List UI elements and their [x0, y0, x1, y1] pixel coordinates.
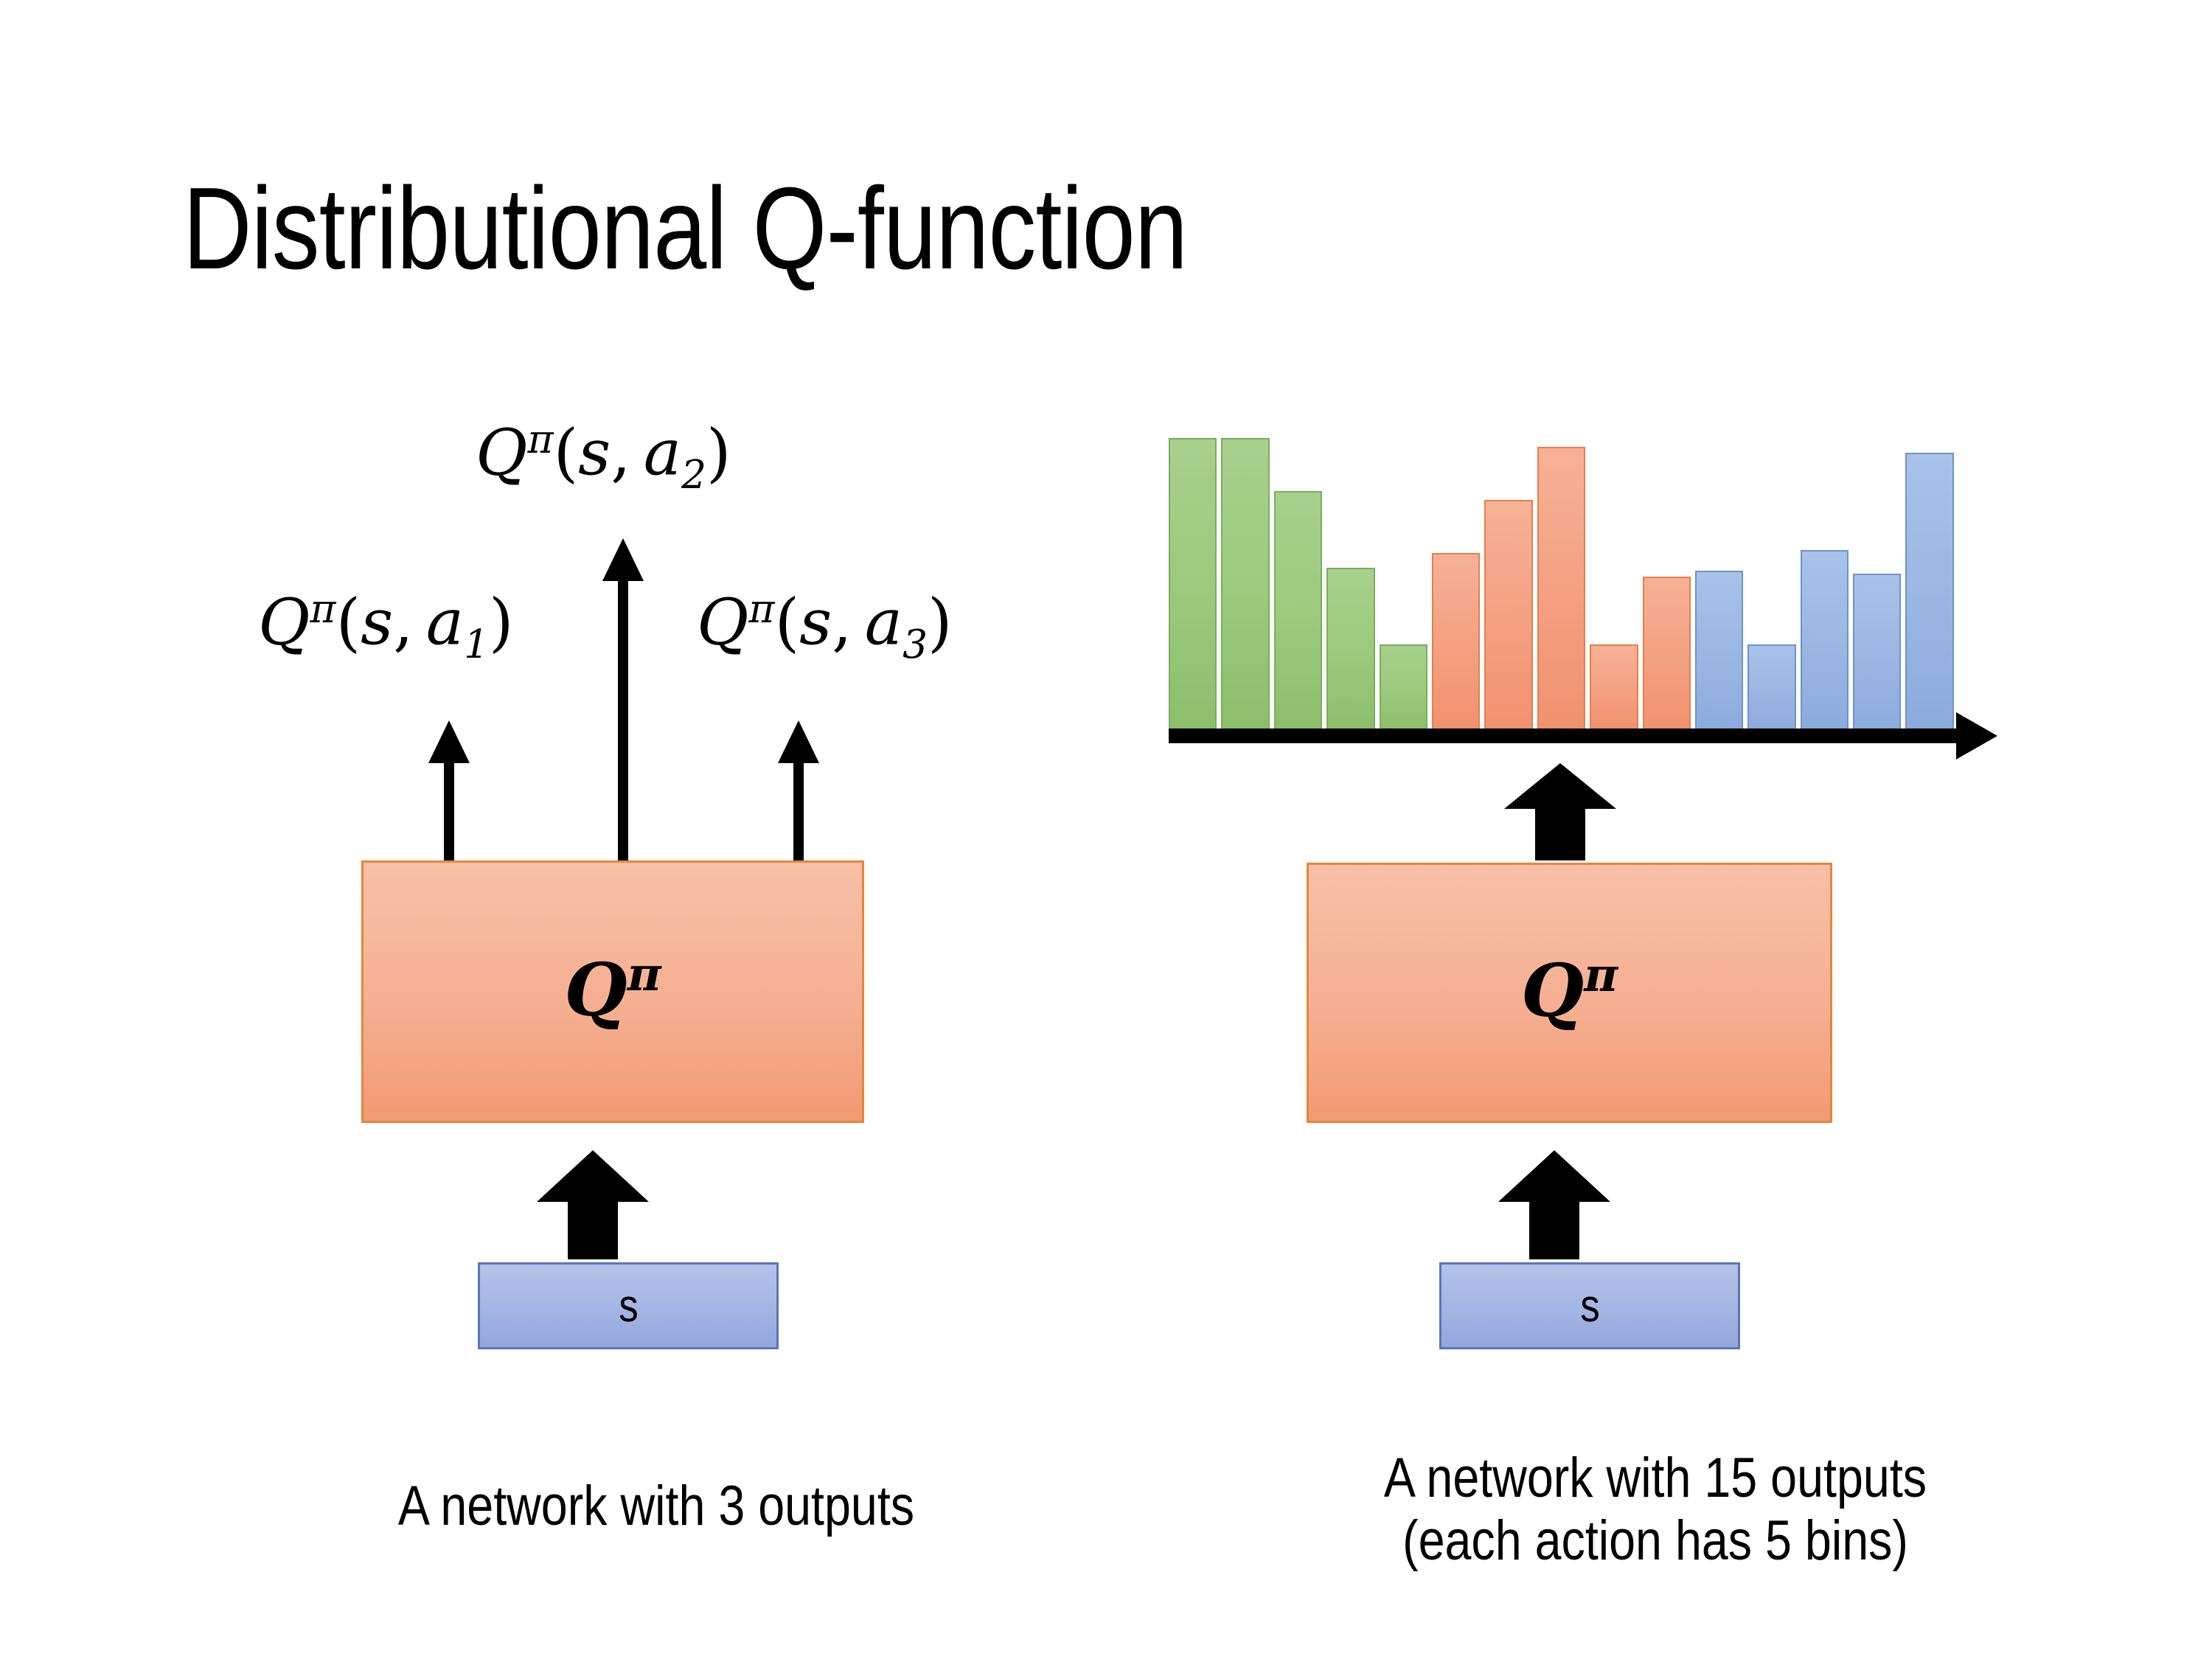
comma: , [611, 416, 644, 490]
histogram-bar [1537, 447, 1586, 733]
pi-superscript: π [310, 586, 336, 632]
q-output-label-a1: Qπ(s, a1) [258, 589, 514, 667]
page-title: Distributional Q-function [183, 164, 1188, 293]
pi-superscript: π [748, 586, 775, 632]
histogram-bar [1747, 644, 1796, 733]
close-paren: ) [706, 416, 731, 490]
action-index: 2 [681, 451, 706, 498]
histogram-bar [1642, 577, 1691, 733]
action-arg: a [425, 585, 465, 660]
close-paren: ) [927, 585, 953, 660]
histogram-bar [1590, 644, 1638, 733]
state-arg: s [799, 585, 832, 660]
network-box-left[interactable]: Qπ [361, 860, 864, 1123]
comma: , [393, 585, 426, 660]
open-paren: ( [553, 416, 579, 490]
network-box-left-label: Qπ [564, 946, 661, 1033]
pi-superscript: π [627, 946, 661, 1001]
q-symbol: Q [258, 585, 310, 660]
histogram-bar [1905, 453, 1954, 733]
close-paren: ) [488, 585, 514, 660]
output-arrow-a2-icon [597, 538, 649, 872]
histogram-bars [1169, 438, 1954, 733]
action-index: 1 [464, 621, 489, 667]
state-box-left-label: s [618, 1280, 639, 1332]
q-output-label-a2: Qπ(s, a2) [476, 420, 731, 495]
histogram-bar [1221, 438, 1270, 733]
output-arrow-a1-icon [423, 720, 475, 872]
action-index: 3 [902, 621, 928, 667]
histogram-bar [1800, 550, 1849, 733]
state-box-right[interactable]: s [1439, 1262, 1740, 1349]
state-arg: s [578, 416, 611, 490]
distribution-histogram [1169, 413, 1997, 759]
output-arrow-a3-icon [773, 720, 824, 872]
histogram-axis-line [1169, 728, 1958, 743]
q-symbol: Q [476, 416, 528, 490]
pi-superscript: π [1584, 947, 1618, 1003]
q-output-label-a3: Qπ(s, a3) [697, 589, 953, 667]
output-arrow-right-icon [1504, 763, 1616, 864]
state-box-right-label: s [1579, 1280, 1600, 1332]
q-symbol: Q [697, 585, 749, 660]
state-arg: s [361, 585, 394, 660]
histogram-axis-arrowhead-icon [1956, 712, 1997, 759]
pi-superscript: π [527, 417, 554, 462]
network-box-right-label: Qπ [1520, 947, 1618, 1034]
open-paren: ( [774, 585, 800, 660]
input-arrow-left-icon [537, 1150, 649, 1263]
histogram-bar [1853, 574, 1902, 733]
caption-left: A network with 3 outputs [397, 1475, 915, 1537]
caption-right: A network with 15 outputs (each action h… [1270, 1447, 2041, 1572]
action-arg: a [643, 416, 682, 490]
histogram-bar [1694, 571, 1744, 733]
histogram-bar [1169, 438, 1217, 733]
state-box-left[interactable]: s [478, 1262, 779, 1349]
open-paren: ( [335, 585, 361, 660]
action-arg: a [864, 585, 903, 660]
comma: , [832, 585, 865, 660]
histogram-bar [1379, 644, 1427, 733]
network-box-right[interactable]: Qπ [1307, 863, 1832, 1123]
histogram-bar [1431, 553, 1481, 733]
histogram-bar [1484, 500, 1533, 733]
caption-right-line1: A network with 15 outputs [1383, 1447, 1927, 1509]
input-arrow-right-icon [1498, 1150, 1610, 1263]
caption-right-line2: (each action has 5 bins) [1402, 1509, 1908, 1573]
histogram-bar [1273, 491, 1323, 733]
histogram-bar [1326, 568, 1375, 733]
